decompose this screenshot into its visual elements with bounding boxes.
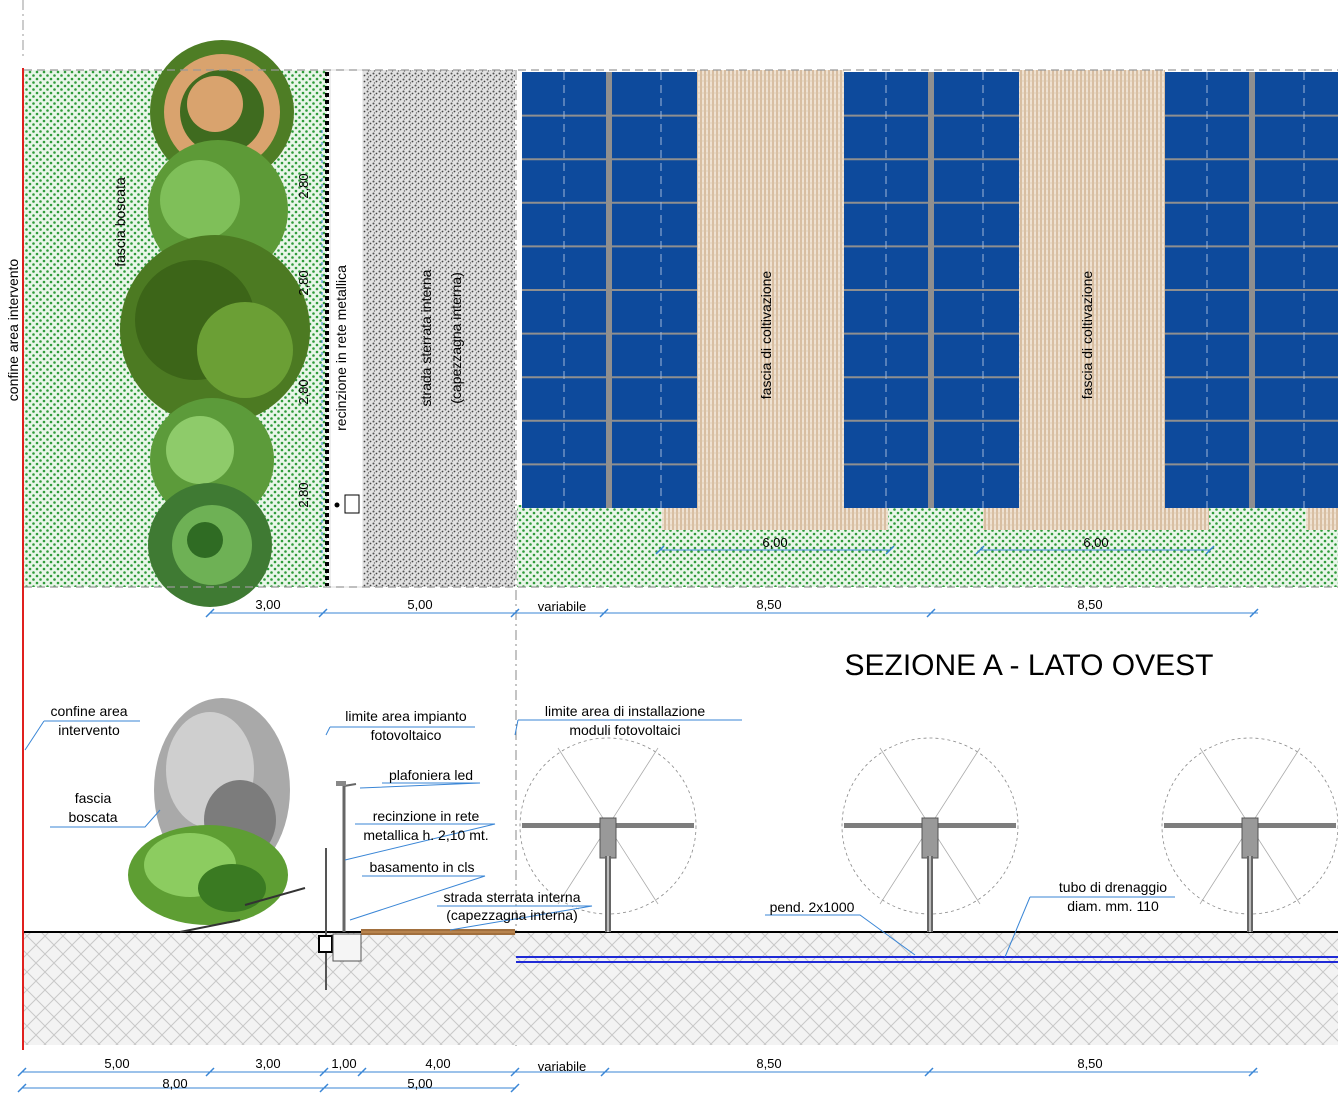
cultivation-strip-2 (1018, 70, 1165, 530)
sec-fascia-1: fascia (75, 790, 112, 806)
sec-dim-8-00: 8,00 (162, 1076, 187, 1091)
ground-hatch (24, 933, 1338, 1045)
sec-strada-2: (capezzagna interna) (446, 907, 578, 923)
tree-spacing-4: 2,80 (296, 482, 311, 507)
section-title: SEZIONE A - LATO OVEST (845, 649, 1214, 682)
pv-panel-arrays (522, 72, 1338, 508)
sec-recinzione-2: metallica h. 2,10 mt. (363, 827, 488, 843)
pv-array-1 (522, 72, 697, 508)
tree-spacing-3: 2,80 (296, 379, 311, 404)
pv-tracker-1 (519, 737, 697, 932)
plan-strada-line1: strada sterrata interna (418, 269, 434, 406)
sec-fascia-2: boscata (68, 809, 117, 825)
plan-coltivazione-label-2: fascia di coltivazione (1079, 271, 1095, 400)
sec-dim-5-00-total: 5,00 (407, 1076, 432, 1091)
sec-dim-8-50-b: 8,50 (1077, 1056, 1102, 1071)
gravel-road-section (361, 929, 515, 935)
plan-coltivazione-width-2: 6,00 (1083, 535, 1108, 550)
plan-coltivazione-width-1: 6,00 (762, 535, 787, 550)
cultivation-strip-1 (697, 70, 844, 530)
fence-base-icon (318, 935, 333, 953)
tree-spacing-1: 2,80 (296, 173, 311, 198)
tree-spacing-2: 2,80 (296, 270, 311, 295)
sec-dim-variabile: variabile (538, 1059, 586, 1074)
pv-array-3 (1165, 72, 1338, 508)
sec-dim-1-00: 1,00 (331, 1056, 356, 1071)
plan-dim-8-50-b: 8,50 (1077, 597, 1102, 612)
sec-tubo-1: tubo di drenaggio (1059, 879, 1167, 895)
sec-limite-impianto-1: limite area impianto (345, 708, 467, 724)
sec-limite-install-2: moduli fotovoltaici (569, 722, 680, 738)
sec-pendenza: pend. 2x1000 (770, 899, 855, 915)
tree-group-plan (120, 40, 310, 607)
sec-dim-8-50-a: 8,50 (756, 1056, 781, 1071)
sec-dim-5-00: 5,00 (104, 1056, 129, 1071)
gravel-road-plan (363, 70, 515, 587)
sec-tubo-2: diam. mm. 110 (1067, 898, 1159, 914)
sec-limite-impianto-2: fotovoltaico (371, 727, 442, 743)
pv-tracker-2 (841, 737, 1019, 932)
plan-dim-5-00: 5,00 (407, 597, 432, 612)
plan-fascia-label: fascia boscata (112, 177, 128, 267)
lamp-plan-icon (344, 494, 360, 514)
sec-recinzione-1: recinzione in rete (373, 808, 480, 824)
sec-basamento: basamento in cls (369, 859, 474, 875)
plan-dim-8-50-a: 8,50 (756, 597, 781, 612)
sec-dim-3-00: 3,00 (255, 1056, 280, 1071)
sec-strada-1: strada sterrata interna (444, 889, 581, 905)
plan-dim-3-00: 3,00 (255, 597, 280, 612)
sec-plafoniera: plafoniera led (389, 767, 473, 783)
pv-tracker-3 (1161, 737, 1338, 932)
tree-group-section (128, 698, 306, 933)
plan-strada-line2: (capezzagna interna) (448, 272, 464, 404)
sec-limite-install-1: limite area di installazione (545, 703, 706, 719)
plan-recinzione-label: recinzione in rete metallica (333, 265, 349, 431)
led-lamp-icon (336, 781, 346, 786)
sec-confine-1: confine area (50, 703, 127, 719)
section-view: confine area intervento fascia boscata l… (17, 698, 1338, 1093)
plan-view: 2,80 2,80 2,80 2,80 confine area interve… (5, 0, 1338, 1050)
sec-dim-4-00: 4,00 (425, 1056, 450, 1071)
plan-confine-label: confine area intervento (5, 259, 21, 402)
plan-coltivazione-label-1: fascia di coltivazione (758, 271, 774, 400)
pv-array-2 (844, 72, 1019, 508)
pv-tracker-sections (519, 737, 1338, 932)
plan-dim-variabile: variabile (538, 599, 586, 614)
sec-confine-2: intervento (58, 722, 120, 738)
